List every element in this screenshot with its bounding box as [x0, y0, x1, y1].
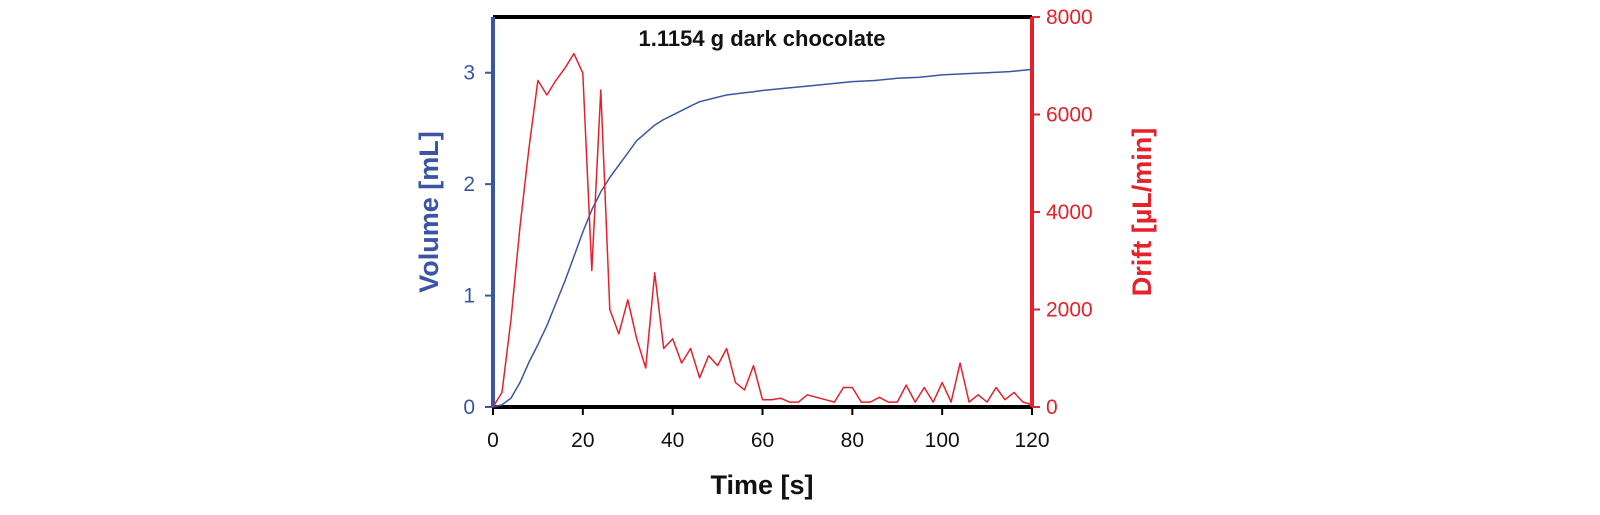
- y-right-axis-ticks: 0 2000 4000 6000 8000: [1032, 6, 1093, 419]
- x-tick-label: 100: [925, 429, 960, 452]
- x-tick-label: 60: [751, 429, 774, 452]
- y-left-tick-label: 0: [463, 396, 475, 419]
- x-axis-ticks: 0 20 40 60 80 100 120: [487, 407, 1050, 452]
- x-tick-label: 40: [661, 429, 684, 452]
- y-left-tick-label: 1: [463, 285, 475, 308]
- y-right-tick-label: 6000: [1046, 104, 1093, 127]
- x-axis-label: Time [s]: [710, 470, 813, 500]
- y-left-tick-label: 2: [463, 173, 475, 196]
- y-left-tick-label: 3: [463, 62, 475, 85]
- drift-series-line: [492, 52, 1033, 408]
- y-right-axis-label: Drift [µL/min]: [1127, 128, 1157, 297]
- x-tick-label: 80: [841, 429, 864, 452]
- y-right-tick-label: 2000: [1046, 299, 1093, 322]
- x-tick-label: 0: [487, 429, 499, 452]
- y-right-tick-label: 4000: [1046, 201, 1093, 224]
- x-tick-label: 120: [1014, 429, 1049, 452]
- y-left-axis-ticks: 0 1 2 3: [463, 62, 493, 419]
- series-layer: [492, 52, 1033, 408]
- y-right-tick-label: 8000: [1046, 6, 1093, 29]
- chart-title: 1.1154 g dark chocolate: [638, 26, 885, 51]
- y-right-tick-label: 0: [1046, 396, 1058, 419]
- x-tick-label: 20: [571, 429, 594, 452]
- volume-series-line: [492, 68, 1033, 408]
- y-left-axis-label: Volume [mL]: [414, 131, 444, 293]
